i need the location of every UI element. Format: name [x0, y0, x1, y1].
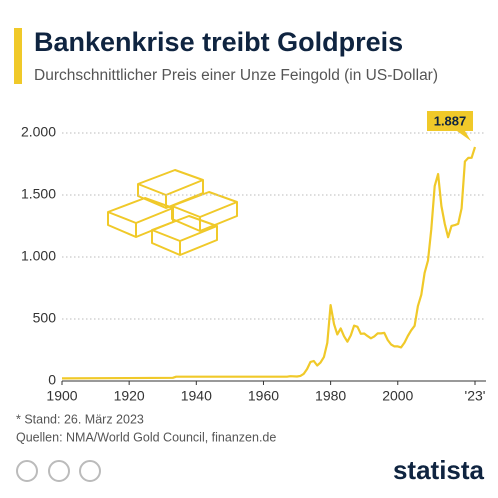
y-tick-label: 0	[48, 372, 56, 388]
y-tick-label: 500	[33, 310, 57, 326]
x-tick-label: 1940	[181, 388, 212, 404]
chart-subtitle: Durchschnittlicher Preis einer Unze Fein…	[34, 67, 438, 84]
x-tick-label: 1920	[114, 388, 145, 404]
annotation: 1.887	[434, 113, 467, 128]
y-tick-label: 1.000	[21, 248, 56, 264]
annotation-box	[427, 111, 473, 142]
source: Quellen: NMA/World Gold Council, finanze…	[16, 430, 276, 444]
x-tick-label: 1900	[46, 388, 77, 404]
accent-bar	[14, 28, 22, 84]
y-tick-label: 1.500	[21, 186, 56, 202]
chart-title: Bankenkrise treibt Goldpreis	[34, 27, 403, 57]
footnote: * Stand: 26. März 2023	[16, 412, 144, 426]
price-line	[61, 146, 477, 380]
x-tick-label: 1980	[315, 388, 346, 404]
x-tick-label: '23'	[465, 388, 486, 404]
brand: statista	[393, 455, 485, 485]
gold-bars-illustration	[107, 169, 238, 256]
license-icons	[16, 460, 101, 482]
y-tick-label: 2.000	[21, 124, 56, 140]
x-tick-label: 2000	[382, 388, 413, 404]
x-tick-label: 1960	[248, 388, 279, 404]
